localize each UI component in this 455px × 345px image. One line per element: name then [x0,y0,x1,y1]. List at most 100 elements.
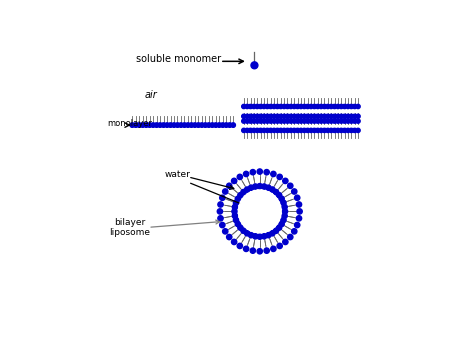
Circle shape [333,128,337,132]
Circle shape [196,123,201,127]
Circle shape [162,123,166,127]
Circle shape [248,233,254,238]
Circle shape [231,123,235,127]
Circle shape [305,104,310,109]
Circle shape [158,123,162,127]
Circle shape [232,213,238,218]
Circle shape [232,178,237,184]
Circle shape [326,128,330,132]
Circle shape [218,216,223,221]
Circle shape [278,104,283,109]
Circle shape [356,128,360,132]
Circle shape [245,119,249,123]
Circle shape [299,114,303,118]
Circle shape [268,114,273,118]
Circle shape [336,119,340,123]
Circle shape [322,128,327,132]
Circle shape [268,104,273,109]
Circle shape [248,119,253,123]
Circle shape [322,114,327,118]
Circle shape [222,229,228,234]
Circle shape [302,114,306,118]
Circle shape [243,246,249,252]
Circle shape [217,209,222,214]
Circle shape [329,104,334,109]
Circle shape [151,123,156,127]
Circle shape [333,104,337,109]
Circle shape [248,104,253,109]
Text: air: air [144,90,157,99]
Circle shape [281,200,286,205]
Circle shape [255,104,259,109]
Circle shape [244,230,250,236]
Circle shape [343,128,347,132]
Circle shape [336,104,340,109]
Circle shape [295,119,300,123]
Circle shape [182,123,187,127]
Circle shape [326,104,330,109]
Circle shape [346,114,350,118]
Circle shape [326,119,330,123]
Circle shape [227,234,232,240]
Circle shape [356,114,360,118]
Circle shape [275,114,279,118]
Circle shape [220,195,225,200]
Circle shape [285,104,290,109]
Circle shape [282,119,286,123]
Circle shape [346,104,350,109]
Circle shape [309,104,313,109]
Circle shape [282,104,286,109]
Circle shape [329,128,334,132]
Circle shape [257,169,263,174]
Circle shape [241,189,246,195]
Circle shape [233,217,239,223]
Circle shape [309,114,313,118]
Circle shape [312,104,317,109]
Circle shape [179,123,183,127]
Circle shape [333,114,337,118]
Circle shape [262,128,266,132]
Circle shape [271,171,276,177]
Circle shape [270,230,275,236]
Circle shape [251,62,258,69]
Circle shape [285,114,290,118]
Circle shape [316,119,320,123]
Circle shape [333,119,337,123]
Circle shape [245,128,249,132]
Circle shape [175,123,180,127]
Circle shape [147,123,152,127]
Circle shape [272,119,276,123]
Circle shape [168,123,173,127]
Circle shape [270,187,275,192]
Circle shape [295,128,300,132]
Circle shape [278,128,283,132]
Circle shape [262,114,266,118]
Circle shape [349,119,354,123]
Circle shape [294,195,300,200]
Circle shape [257,184,263,189]
Circle shape [137,123,142,127]
Circle shape [203,123,207,127]
Circle shape [235,221,241,227]
Circle shape [235,196,241,201]
Circle shape [285,119,290,123]
Circle shape [186,123,190,127]
Circle shape [258,128,263,132]
Circle shape [245,114,249,118]
Circle shape [265,114,269,118]
Circle shape [264,169,269,175]
Circle shape [283,209,288,214]
Circle shape [294,223,300,228]
Circle shape [262,119,266,123]
Circle shape [305,128,310,132]
Circle shape [255,119,259,123]
Circle shape [238,225,243,230]
Circle shape [255,114,259,118]
Circle shape [322,119,327,123]
Circle shape [283,239,288,245]
Circle shape [268,119,273,123]
Circle shape [238,190,281,233]
Circle shape [339,119,344,123]
Circle shape [336,114,340,118]
Circle shape [339,104,344,109]
